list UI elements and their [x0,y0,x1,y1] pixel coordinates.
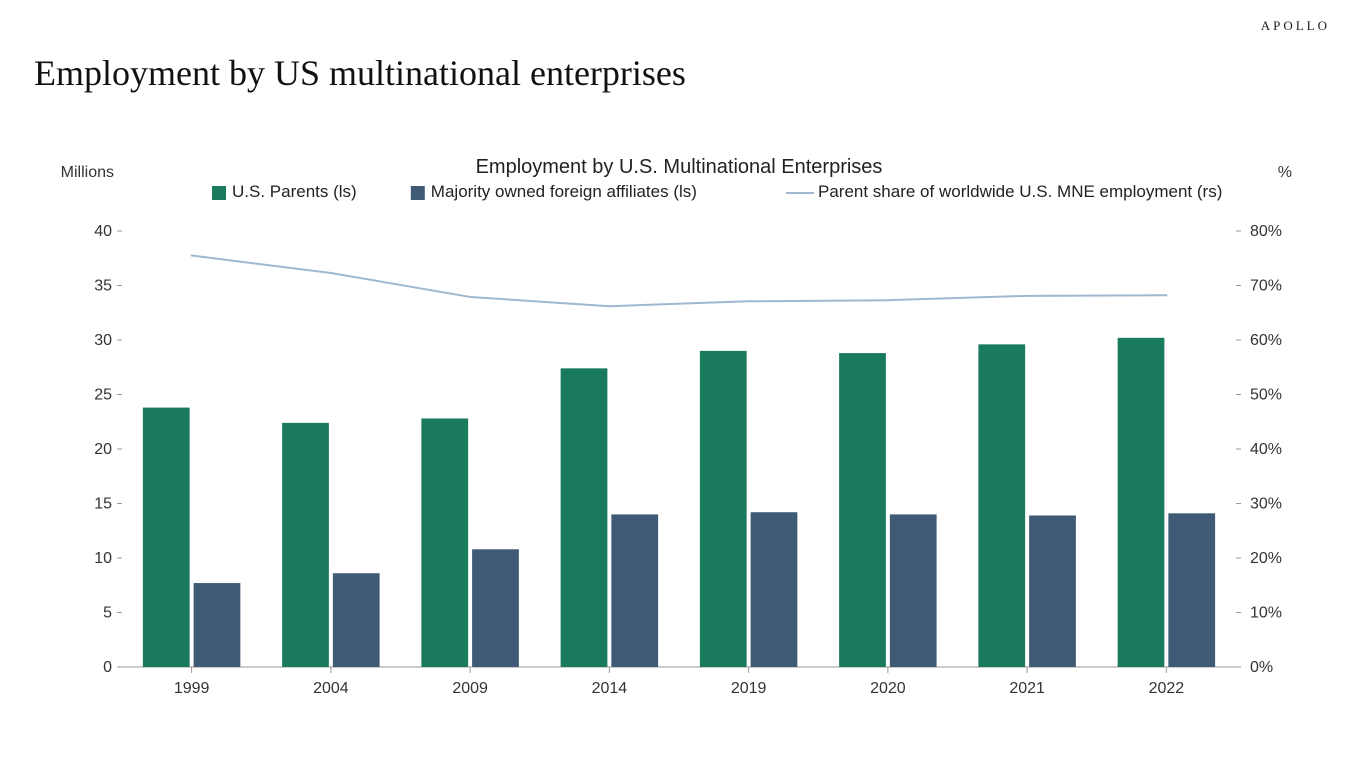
bar [700,351,747,667]
y-right-tick: 10% [1250,605,1282,622]
y-left-tick: 40 [94,223,112,240]
bar [282,423,329,667]
y-right-tick: 40% [1250,441,1282,458]
legend-label: Parent share of worldwide U.S. MNE emplo… [818,182,1222,201]
bar [839,353,886,667]
legend-swatch [411,186,425,200]
bar [1029,515,1076,667]
x-tick-label: 2004 [313,680,349,697]
y-left-tick: 25 [94,387,112,404]
x-tick-label: 2014 [592,680,628,697]
y-right-tick: 50% [1250,387,1282,404]
legend-swatch [212,186,226,200]
bar [751,512,798,667]
bar [1168,513,1215,667]
y-left-tick: 20 [94,441,112,458]
employment-chart: Employment by U.S. Multinational Enterpr… [60,155,1306,715]
bar [978,344,1025,667]
bar [561,368,608,667]
right-axis-unit: % [1278,164,1292,181]
x-tick-label: 2022 [1149,680,1185,697]
x-tick-label: 2009 [452,680,488,697]
bar [194,583,241,667]
y-left-tick: 5 [103,605,112,622]
y-left-tick: 0 [103,659,112,676]
legend-label: Majority owned foreign affiliates (ls) [431,182,697,201]
bar [1118,338,1165,667]
y-right-tick: 20% [1250,550,1282,567]
y-left-tick: 30 [94,332,112,349]
y-right-tick: 70% [1250,278,1282,295]
bar [890,514,937,667]
bar [611,514,658,667]
chart-subtitle: Employment by U.S. Multinational Enterpr… [476,156,883,178]
x-tick-label: 2020 [870,680,906,697]
y-right-tick: 30% [1250,496,1282,513]
page-title: Employment by US multinational enterpris… [34,52,686,94]
y-left-tick: 35 [94,278,112,295]
x-tick-label: 2021 [1009,680,1045,697]
bar [333,573,380,667]
x-tick-label: 2019 [731,680,767,697]
line-series [192,256,1167,307]
chart-svg: Employment by U.S. Multinational Enterpr… [60,155,1306,715]
x-tick-label: 1999 [174,680,210,697]
y-right-tick: 80% [1250,223,1282,240]
y-right-tick: 0% [1250,659,1273,676]
bar [143,408,190,667]
brand-logo: APOLLO [1261,18,1330,34]
y-left-tick: 15 [94,496,112,513]
left-axis-unit: Millions [61,164,114,181]
y-left-tick: 10 [94,550,112,567]
bar [421,418,468,667]
y-right-tick: 60% [1250,332,1282,349]
legend-label: U.S. Parents (ls) [232,182,357,201]
bar [472,549,519,667]
